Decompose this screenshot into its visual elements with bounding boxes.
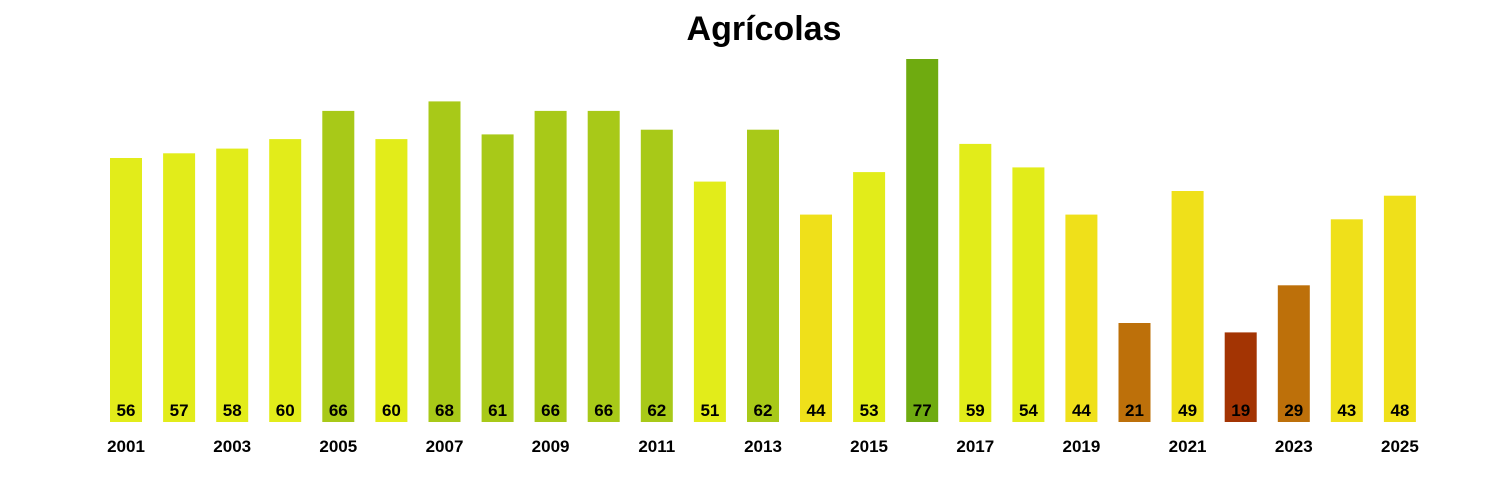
bar-2025 <box>1383 195 1416 422</box>
bar-2005 <box>322 110 355 423</box>
bar-2017 <box>959 143 992 422</box>
bar-2023 <box>1277 285 1310 422</box>
bar-value-label: 43 <box>1337 401 1356 420</box>
bar-value-label: 44 <box>807 401 826 420</box>
bar-value-labels: 56 57 58 60 66 60 68 61 66 66 62 51 62 44 53 77 59 54 44 21… <box>117 401 1410 420</box>
bar-2024 <box>1330 219 1363 422</box>
bar-value-label: 57 <box>170 401 189 420</box>
bar-2003 <box>216 148 249 422</box>
bar-2015 <box>853 172 886 422</box>
bar-2014 <box>800 214 832 422</box>
bar-2016 <box>906 59 939 422</box>
bar-value-label: 29 <box>1284 401 1303 420</box>
bar-2018 <box>1012 167 1045 422</box>
x-tick-label: 2023 <box>1275 437 1313 456</box>
bar-value-label: 77 <box>913 401 932 420</box>
bar-value-label: 58 <box>223 401 242 420</box>
x-axis-ticks: 2001 2003 2005 2007 2009 2011 2013 2015 2017 2019… <box>107 437 1419 456</box>
bar-value-label: 68 <box>435 401 454 420</box>
bar-value-label: 49 <box>1178 401 1197 420</box>
x-tick-label: 2019 <box>1062 437 1100 456</box>
x-tick-label: 2015 <box>850 437 888 456</box>
bar-value-label: 56 <box>117 401 136 420</box>
bar-value-label: 59 <box>966 401 985 420</box>
x-tick-label: 2013 <box>744 437 782 456</box>
x-tick-label: 2025 <box>1381 437 1419 456</box>
bar-2002 <box>163 153 196 423</box>
bar-value-label: 44 <box>1072 401 1091 420</box>
x-tick-label: 2017 <box>956 437 994 456</box>
bar-2009 <box>534 110 567 423</box>
bar-2008 <box>481 134 514 422</box>
bar-2004 <box>269 139 302 422</box>
bar-value-label: 61 <box>488 401 507 420</box>
x-tick-label: 2005 <box>319 437 357 456</box>
bar-2019 <box>1065 214 1098 422</box>
bar-value-label: 53 <box>860 401 879 420</box>
bar-2022 <box>1224 332 1257 422</box>
bar-2010 <box>587 110 620 423</box>
bar-value-label: 21 <box>1125 401 1144 420</box>
bar-value-label: 60 <box>276 401 295 420</box>
bar-2006 <box>375 139 408 422</box>
bar-value-label: 48 <box>1390 401 1409 420</box>
bar-value-label: 51 <box>700 401 719 420</box>
bar-2011 <box>640 129 673 422</box>
bar-2012 <box>693 181 726 422</box>
bar-2020 <box>1118 323 1151 422</box>
bars <box>110 59 1416 423</box>
bar-value-label: 62 <box>754 401 773 420</box>
bar-value-label: 66 <box>594 401 613 420</box>
bar-value-label: 54 <box>1019 401 1038 420</box>
x-tick-label: 2011 <box>638 437 675 456</box>
x-tick-label: 2007 <box>426 437 464 456</box>
bar-2013 <box>747 129 779 422</box>
bar-2021 <box>1171 191 1204 422</box>
x-tick-label: 2021 <box>1169 437 1207 456</box>
x-tick-label: 2009 <box>532 437 570 456</box>
chart-title: Agrícolas <box>686 10 842 48</box>
x-tick-label: 2001 <box>107 437 145 456</box>
bar-2001 <box>110 158 142 422</box>
bar-value-label: 62 <box>647 401 666 420</box>
bar-value-label: 19 <box>1231 401 1250 420</box>
bar-value-label: 66 <box>329 401 348 420</box>
bar-2007 <box>428 101 461 423</box>
x-tick-label: 2003 <box>213 437 251 456</box>
bar-value-label: 60 <box>382 401 401 420</box>
bar-value-label: 66 <box>541 401 560 420</box>
